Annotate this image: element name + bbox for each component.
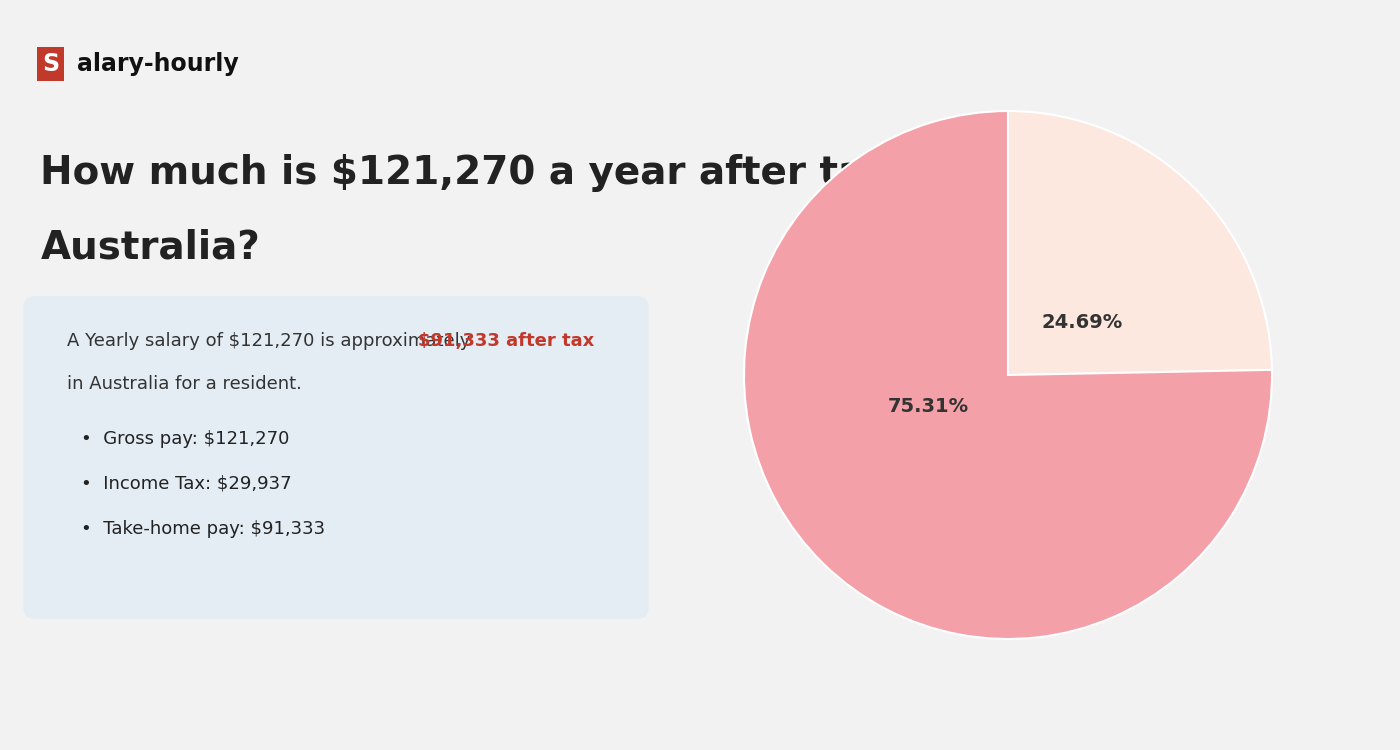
Wedge shape [743,111,1273,639]
Text: A Yearly salary of $121,270 is approximately: A Yearly salary of $121,270 is approxima… [67,332,476,350]
Text: $91,333 after tax: $91,333 after tax [419,332,594,350]
Text: 75.31%: 75.31% [888,398,969,416]
Text: Australia?: Australia? [41,229,260,266]
Text: in Australia for a resident.: in Australia for a resident. [67,375,302,393]
Text: alary-hourly: alary-hourly [77,52,239,76]
FancyBboxPatch shape [24,296,648,619]
Text: How much is $121,270 a year after tax in: How much is $121,270 a year after tax in [41,154,944,191]
Text: •  Gross pay: $121,270: • Gross pay: $121,270 [81,430,288,448]
Text: •  Take-home pay: $91,333: • Take-home pay: $91,333 [81,520,325,538]
Legend: Income Tax, Take-home Pay: Income Tax, Take-home Pay [837,0,1179,6]
Text: 24.69%: 24.69% [1042,313,1123,332]
Text: •  Income Tax: $29,937: • Income Tax: $29,937 [81,475,291,493]
Text: S: S [42,52,59,76]
Wedge shape [1008,111,1273,375]
